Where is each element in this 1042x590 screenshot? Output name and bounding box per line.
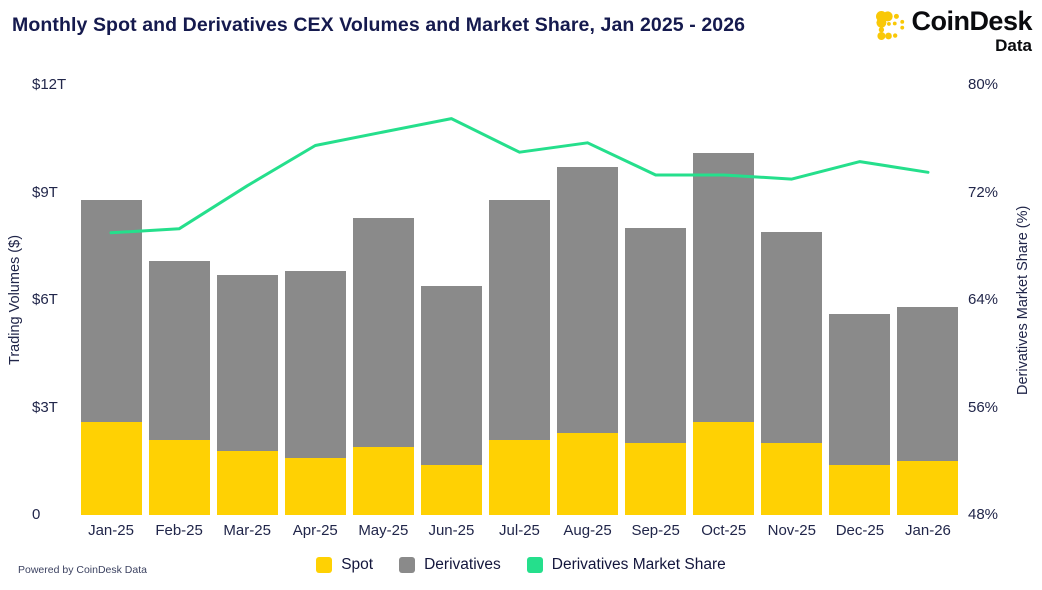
- legend-swatch: [316, 557, 333, 573]
- right-tick-48: 48%: [968, 506, 999, 523]
- legend-item-derivatives: Derivatives: [399, 556, 501, 574]
- bar-column-Mar-25: [216, 274, 278, 515]
- right-tick-56: 56%: [968, 398, 999, 416]
- bar-segment-derivatives: [761, 231, 823, 444]
- powered-by-text: Powered by CoinDesk Data: [18, 564, 147, 576]
- logo-sub-text: Data: [995, 36, 1032, 55]
- bar-column-Dec-25: [829, 314, 891, 515]
- bar-column-Feb-25: [148, 260, 210, 515]
- bar-column-May-25: [352, 217, 414, 515]
- x-axis-label-Apr-25: Apr-25: [292, 522, 338, 539]
- coindesk-dots-icon: [876, 11, 905, 40]
- legend-label: Derivatives: [424, 556, 501, 573]
- bar-segment-derivatives: [284, 271, 346, 458]
- legend-label: Spot: [341, 556, 374, 573]
- bar-segment-spot: [284, 457, 346, 515]
- right-tick-80: 80%: [968, 76, 999, 93]
- bar-segment-spot: [761, 443, 823, 515]
- x-axis-label-May-25: May-25: [358, 522, 409, 539]
- bar-column-Oct-25: [693, 153, 755, 515]
- bar-segment-derivatives: [897, 307, 959, 462]
- bar-column-Aug-25: [557, 167, 619, 515]
- x-axis-label-Mar-25: Mar-25: [223, 522, 271, 539]
- bar-segment-derivatives: [829, 314, 891, 465]
- x-axis-label-Sep-25: Sep-25: [631, 522, 680, 539]
- bar-segment-spot: [897, 461, 959, 515]
- legend-item-spot: Spot: [316, 556, 373, 574]
- x-axis-label-Jun-25: Jun-25: [428, 522, 475, 539]
- x-axis-label-Feb-25: Feb-25: [155, 522, 203, 539]
- bar-segment-derivatives: [80, 199, 142, 422]
- bar-segment-spot: [148, 439, 210, 515]
- x-axis-label-Nov-25: Nov-25: [767, 522, 816, 539]
- legend-item-derivatives-market-share: Derivatives Market Share: [526, 556, 726, 574]
- bar-column-Jul-25: [489, 199, 550, 515]
- right-tick-72: 72%: [968, 183, 999, 201]
- bar-segment-spot: [829, 464, 891, 515]
- bar-segment-derivatives: [557, 167, 619, 433]
- bar-segment-spot: [420, 464, 482, 515]
- bar-segment-derivatives: [693, 153, 755, 422]
- bar-segment-derivatives: [420, 285, 482, 465]
- bar-column-Jan-26: [897, 307, 959, 515]
- right-tick-64: 64%: [968, 291, 999, 308]
- chart-plot-area: [77, 85, 962, 515]
- bar-column-Jun-25: [420, 285, 482, 515]
- logo-brand-text: CoinDesk: [911, 6, 1032, 36]
- left-tick-12T: $12T: [32, 76, 67, 93]
- bar-column-Sep-25: [625, 228, 687, 515]
- legend-swatch: [526, 557, 543, 573]
- legend-label: Derivatives Market Share: [551, 556, 726, 573]
- x-axis-label-Oct-25: Oct-25: [701, 522, 747, 539]
- x-axis-label-Aug-25: Aug-25: [563, 522, 612, 539]
- bar-segment-derivatives: [216, 274, 278, 451]
- left-tick-6T: $6T: [32, 291, 58, 308]
- bar-segment-spot: [80, 421, 142, 515]
- chart-title: Monthly Spot and Derivatives CEX Volumes…: [12, 14, 746, 36]
- coindesk-data-logo: CoinDesk Data: [876, 8, 1032, 54]
- x-axis-label-Jul-25: Jul-25: [499, 522, 540, 539]
- left-axis-title: Trading Volumes ($): [7, 234, 23, 366]
- bar-column-Apr-25: [284, 271, 346, 515]
- x-axis-label-Jan-26: Jan-26: [905, 522, 951, 539]
- bar-column-Jan-25: [80, 199, 142, 515]
- legend-swatch: [399, 557, 416, 573]
- bar-segment-derivatives: [352, 217, 414, 447]
- bar-segment-spot: [693, 421, 755, 515]
- bar-segment-derivatives: [489, 199, 550, 440]
- bar-column-Nov-25: [761, 231, 823, 515]
- left-tick-9T: $9T: [32, 183, 58, 201]
- x-axis-label-Dec-25: Dec-25: [835, 522, 885, 539]
- left-tick-3T: $3T: [32, 398, 58, 416]
- bar-segment-spot: [352, 446, 414, 515]
- bar-segment-spot: [557, 432, 619, 515]
- bar-segment-spot: [216, 450, 278, 515]
- left-tick-0: 0: [32, 506, 41, 523]
- bar-segment-derivatives: [625, 228, 687, 444]
- bar-segment-spot: [489, 439, 550, 515]
- bar-segment-spot: [625, 443, 687, 515]
- bar-segment-derivatives: [148, 260, 210, 440]
- x-axis-label-Jan-25: Jan-25: [88, 522, 134, 539]
- chart-legend: Spot Derivatives Derivatives Market Share: [0, 556, 1042, 574]
